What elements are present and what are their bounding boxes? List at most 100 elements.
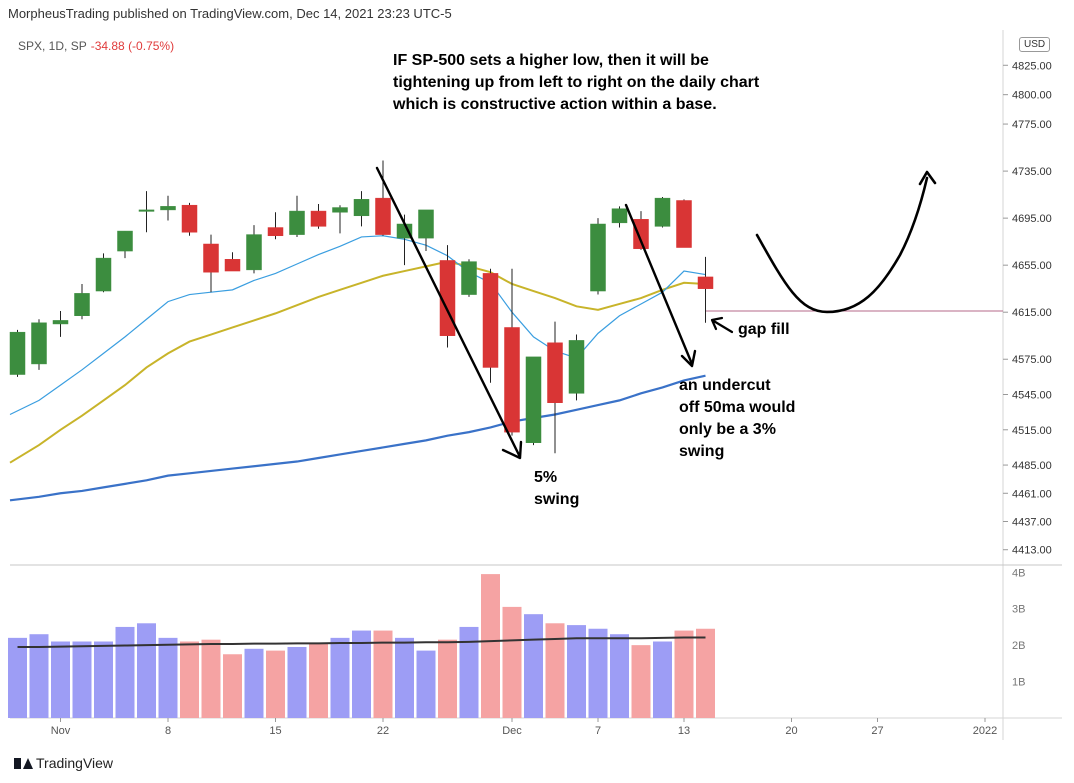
candle: [353, 191, 370, 227]
time-tick-label: 15: [269, 725, 281, 737]
time-tick-label: 7: [595, 725, 601, 737]
candle-body: [332, 207, 348, 213]
volume-bar: [72, 641, 92, 718]
candle-body: [697, 276, 714, 289]
time-tick-label: 8: [165, 725, 171, 737]
symbol-label: SPX, 1D, SP: [18, 39, 87, 53]
volume-bar: [223, 654, 242, 718]
volume-bar: [287, 646, 307, 718]
annotation-gap-fill: gap fill: [738, 321, 790, 338]
candle: [697, 256, 714, 323]
volume-bar: [459, 626, 479, 718]
candle-body: [181, 204, 198, 233]
volume-bar: [115, 626, 135, 718]
price-tick-label: 4695.00: [1012, 213, 1052, 225]
candle: [160, 195, 176, 221]
time-tick-label: 22: [377, 725, 389, 737]
candle-body: [461, 261, 477, 295]
candle: [547, 321, 563, 454]
publisher-header: MorpheusTrading published on TradingView…: [8, 6, 452, 21]
annotation-note-line: which is constructive action within a ba…: [393, 96, 717, 113]
time-tick-label: Dec: [502, 725, 522, 737]
volume-bar: [330, 637, 350, 718]
candle-body: [547, 342, 563, 403]
candle-body: [160, 206, 176, 211]
candle-body: [375, 197, 391, 235]
ma-fast-line: [9, 235, 706, 416]
volume-bar: [674, 630, 694, 718]
annotation-note-line: IF SP-500 sets a higher low, then it wil…: [393, 52, 709, 69]
volume-bar: [8, 637, 27, 718]
candle-body: [74, 293, 90, 316]
tradingview-footer[interactable]: TradingView: [14, 755, 113, 771]
footer-brand: TradingView: [36, 755, 114, 771]
price-tick-label: 4735.00: [1012, 166, 1052, 178]
candle: [52, 311, 69, 337]
candle: [676, 199, 692, 248]
symbol-legend[interactable]: SPX, 1D, SP -34.88 (-0.75%): [18, 39, 174, 53]
candle: [289, 195, 305, 237]
volume-bar: [438, 639, 457, 718]
price-tick-label: 4655.00: [1012, 260, 1052, 272]
volume-bar: [180, 641, 199, 718]
price-tick-label: 4775.00: [1012, 119, 1052, 131]
annotation-line: off 50ma would: [679, 399, 796, 416]
price-tick-label: 4545.00: [1012, 390, 1052, 402]
candle: [654, 196, 671, 228]
volume-bar: [567, 625, 586, 718]
candle-body: [246, 234, 262, 271]
candle: [95, 253, 112, 293]
candle: [224, 252, 241, 272]
annotation-line: only be a 3%: [679, 421, 776, 438]
candle: [504, 268, 520, 436]
currency-badge[interactable]: USD: [1019, 37, 1051, 52]
volume-ma-line: [17, 636, 706, 648]
candle-body: [224, 259, 241, 272]
volume-bar: [158, 637, 178, 718]
volume-tick-label: 3B: [1012, 604, 1025, 616]
tradingview-logo-icon: [14, 758, 33, 769]
candle: [310, 204, 327, 229]
downtrend-arrow-left: [375, 166, 523, 460]
annotation-undercut: an undercut off 50ma would only be a 3% …: [679, 375, 795, 463]
candle-body: [117, 230, 133, 252]
price-tick-label: 4437.00: [1012, 516, 1052, 528]
candle: [117, 230, 133, 259]
volume-bar: [201, 639, 221, 718]
candle: [611, 206, 628, 228]
ma-mid-line: [9, 260, 706, 464]
candle: [31, 319, 47, 370]
volume-tick-label: 1B: [1012, 677, 1025, 689]
candle: [439, 245, 456, 348]
projected-base-arrowhead: [918, 170, 937, 186]
projected-base-curve: [755, 176, 929, 314]
candle: [267, 212, 284, 240]
annotation-note: IF SP-500 sets a higher low, then it wil…: [393, 50, 759, 116]
volume-bar: [696, 628, 715, 718]
volume-bar: [244, 648, 264, 718]
candle-body: [611, 208, 628, 224]
volume-tick-label: 2B: [1012, 640, 1025, 652]
trendline-drawings: [375, 166, 937, 460]
volume-bar: [653, 641, 672, 718]
time-tick-label: 20: [785, 725, 797, 737]
candle: [181, 202, 198, 236]
annotation-line: 5%: [534, 469, 558, 486]
time-tick-label: Nov: [51, 725, 71, 737]
volume-bar: [416, 650, 436, 718]
price-tick-label: 4575.00: [1012, 354, 1052, 366]
volume-bar: [395, 637, 414, 718]
volume-bar: [524, 614, 543, 718]
candle-body: [676, 200, 692, 248]
price-tick-label: 4461.00: [1012, 488, 1052, 500]
volume-bar: [94, 641, 113, 718]
volume-bar: [51, 641, 70, 718]
candle: [74, 283, 90, 320]
candle-body: [52, 320, 69, 325]
volume-bar: [502, 606, 522, 718]
candle-body: [525, 356, 542, 443]
candle-body: [418, 209, 434, 239]
price-change: -34.88 (-0.75%): [90, 39, 175, 53]
candle-body: [31, 322, 47, 365]
